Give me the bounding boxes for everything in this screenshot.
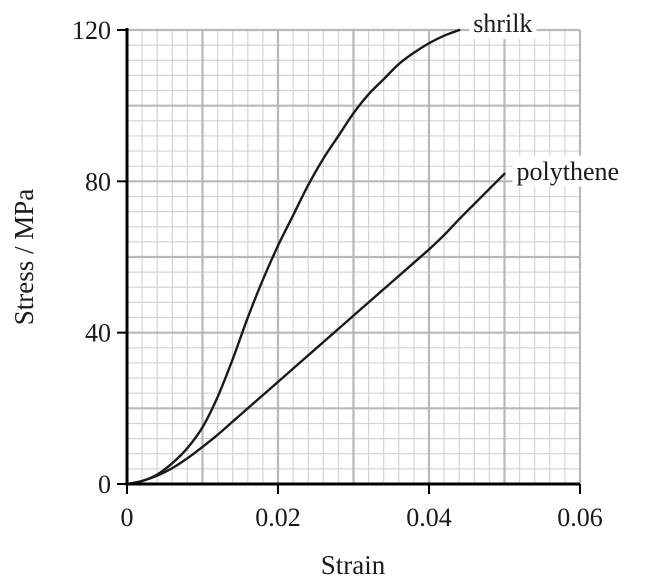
grid-major-lines xyxy=(125,28,582,486)
y-tick-label: 120 xyxy=(72,16,111,45)
series-line-polythene xyxy=(125,172,506,486)
y-tick-label: 0 xyxy=(98,470,111,499)
series-label-shrilk: shrilk xyxy=(473,9,532,38)
series-line-shrilk xyxy=(125,28,461,486)
x-axis-label: Strain xyxy=(321,550,386,580)
x-tick-label: 0.02 xyxy=(255,503,301,532)
axes xyxy=(125,28,580,486)
y-tick-label: 80 xyxy=(85,167,111,196)
x-tick-label: 0 xyxy=(121,503,134,532)
x-tick-label: 0.06 xyxy=(557,503,603,532)
series-labels: shrilk polythene xyxy=(469,8,624,187)
series-label-polythene: polythene xyxy=(517,157,620,186)
series-lines xyxy=(125,28,506,486)
x-tick-label: 0.04 xyxy=(406,503,452,532)
tick-marks xyxy=(117,29,581,494)
tick-labels: 0 0.02 0.04 0.06 0 40 80 120 xyxy=(72,16,603,532)
y-axis-label: Stress / MPa xyxy=(9,189,39,326)
series-label-background xyxy=(512,155,624,187)
series-label-background xyxy=(469,8,537,39)
y-tick-label: 40 xyxy=(85,319,111,348)
